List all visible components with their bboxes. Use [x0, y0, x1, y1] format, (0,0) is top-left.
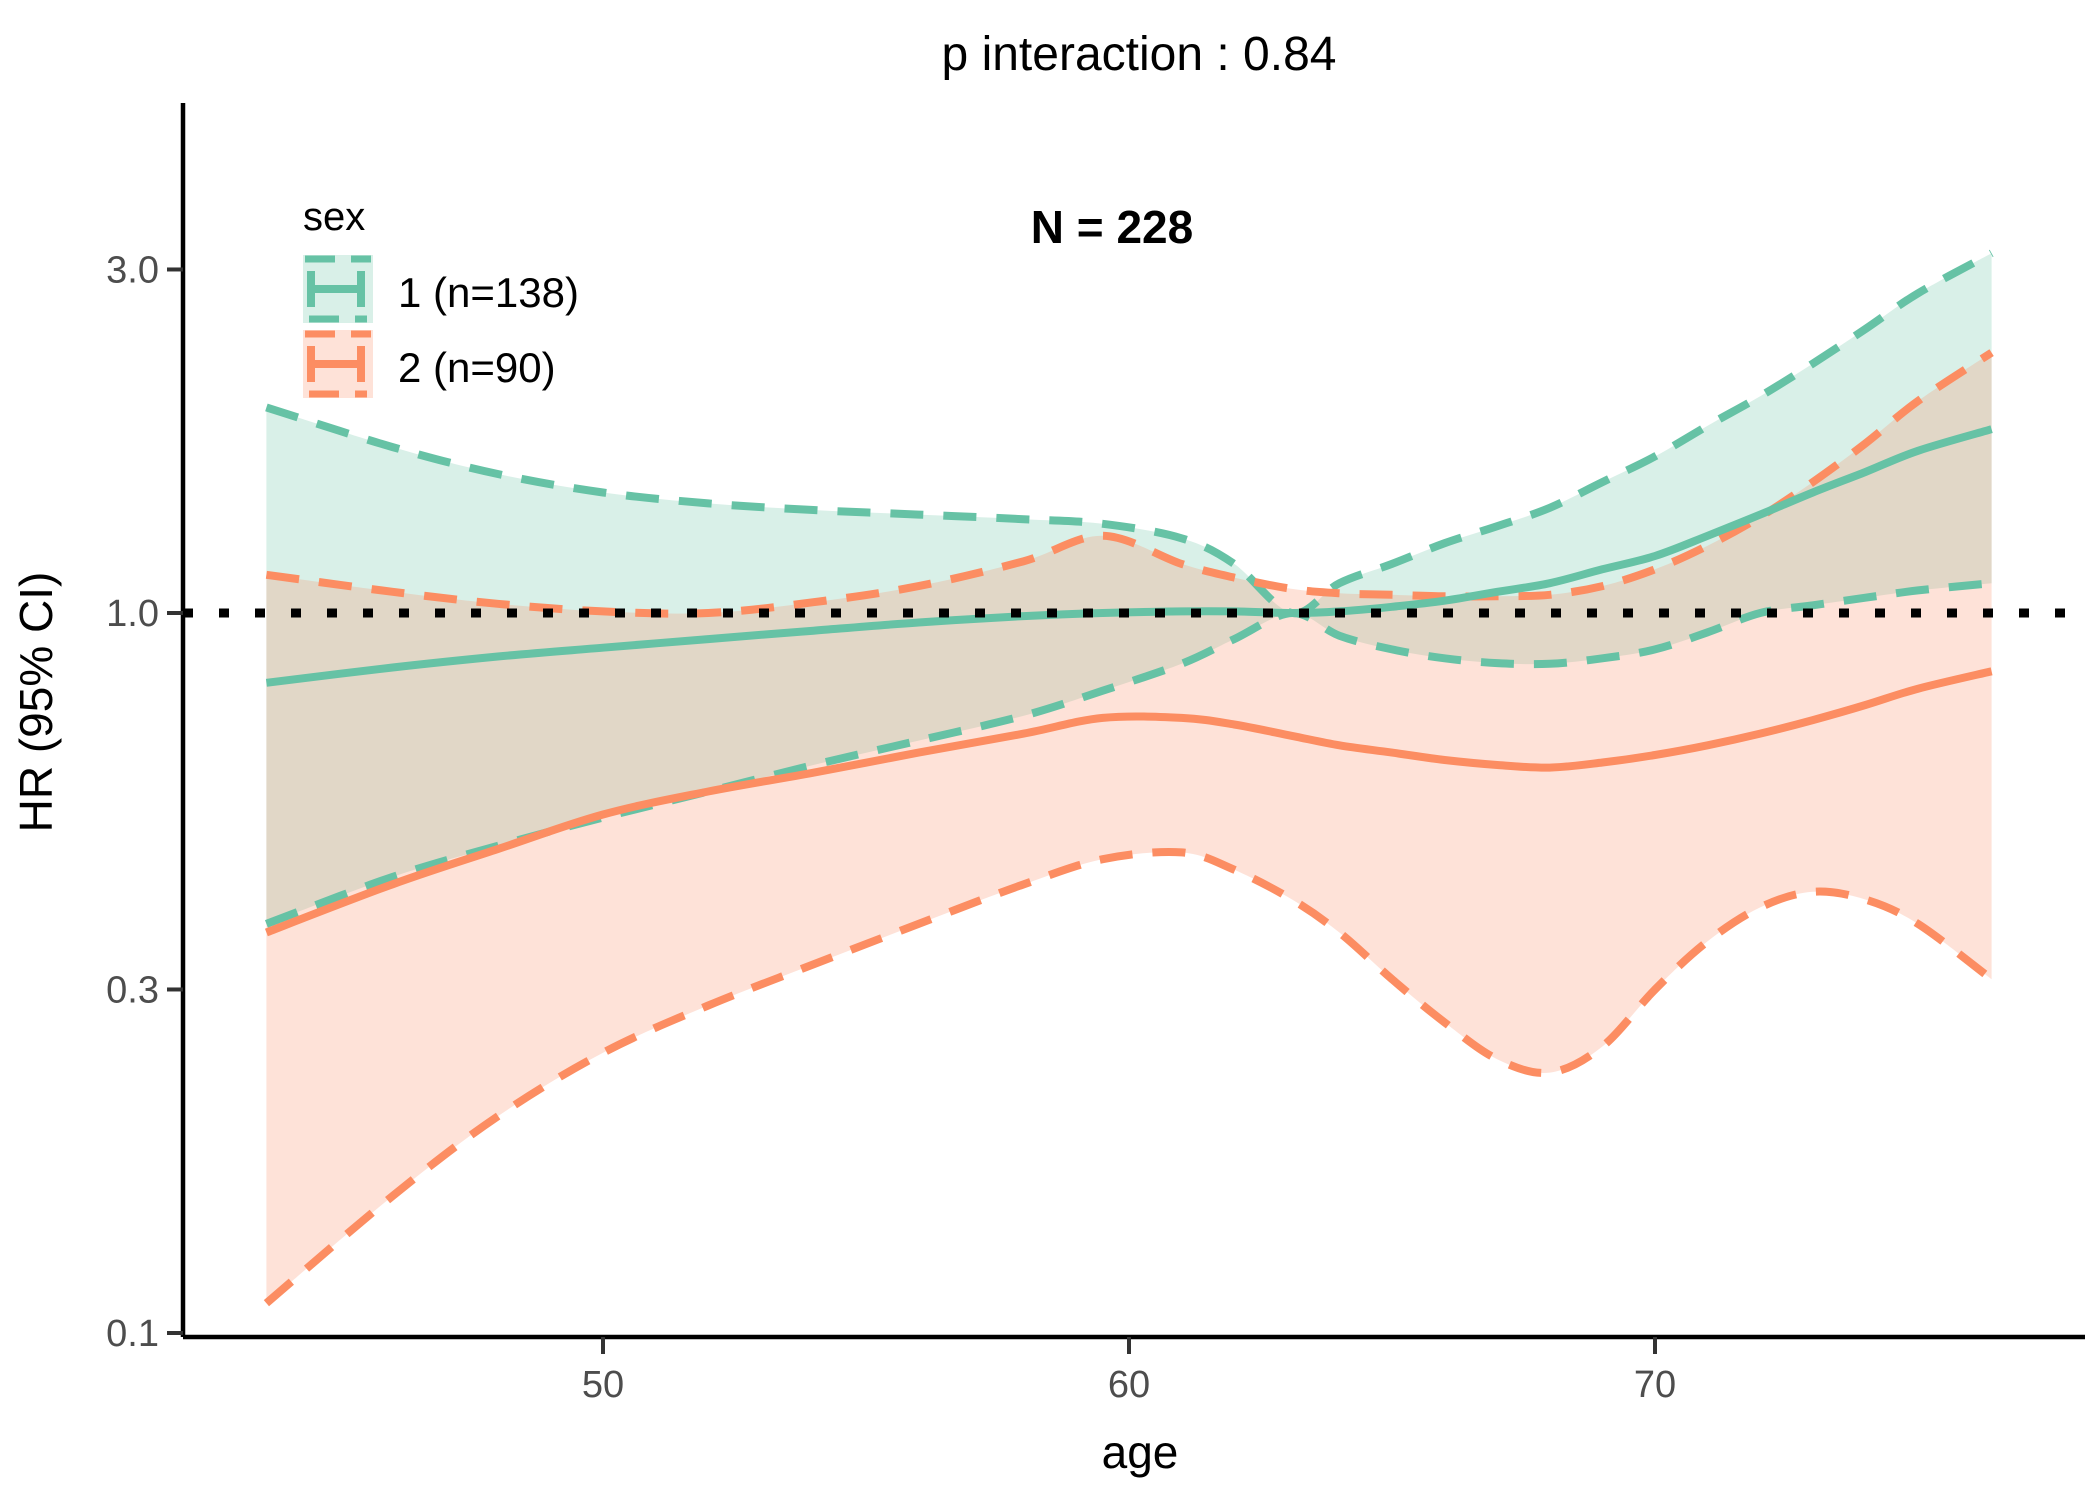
- sample-size-annotation: N = 228: [1031, 201, 1193, 253]
- x-tick-label-70: 70: [1634, 1364, 1676, 1406]
- ci-lower-curve-sex2: [263, 847, 1995, 1307]
- y-tick-label-0.3: 0.3: [106, 969, 159, 1011]
- x-axis-title: age: [1102, 1426, 1179, 1478]
- legend-key-sex1-icon: [303, 255, 373, 323]
- axis-ticks-and-labels: 3.0 1.0 0.3 0.1 50 60 70: [106, 249, 1676, 1406]
- y-axis-title: HR (95% CI): [10, 572, 62, 833]
- legend-key-sex2-icon: [303, 330, 373, 398]
- legend-item-sex1-label: 1 (n=138): [398, 269, 579, 316]
- hr-mean-curve-sex1: [265, 425, 1993, 687]
- hr-mean-curve-sex2: [264, 667, 1993, 937]
- y-tick-label-0.1: 0.1: [106, 1313, 159, 1355]
- hr-mean-curves: [264, 425, 1993, 937]
- x-tick-label-60: 60: [1108, 1364, 1150, 1406]
- legend-item-sex2-label: 2 (n=90): [398, 344, 556, 391]
- y-tick-label-1.0: 1.0: [106, 593, 159, 635]
- ci-ribbon-sex2: [266, 352, 1992, 1304]
- plot-title: p interaction : 0.84: [942, 28, 1337, 81]
- confidence-ribbons: [266, 253, 1992, 1304]
- y-tick-label-3.0: 3.0: [106, 249, 159, 291]
- ci-ribbon-sex1: [266, 253, 1992, 924]
- ci-upper-curve-sex2: [265, 349, 1994, 618]
- legend: sex 1 (n=138) 2 (n=90): [303, 195, 579, 398]
- legend-title: sex: [303, 195, 365, 239]
- x-tick-label-50: 50: [582, 1364, 624, 1406]
